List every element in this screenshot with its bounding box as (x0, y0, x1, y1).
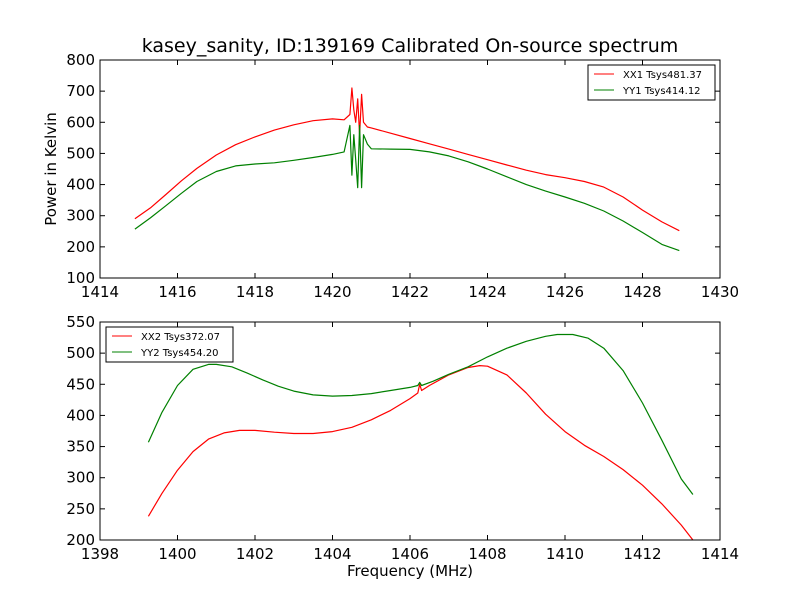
x-tick-label: 1428 (623, 283, 661, 301)
y-tick-label: 250 (66, 500, 95, 518)
top-panel-ylabel: Power in Kelvin (42, 112, 60, 226)
bottom-panel-xlabel: Frequency (MHz) (347, 562, 473, 580)
bottom-panel: 1398 1400 1402 1404 1406 1408 1410 1412 1414 200 2… (66, 313, 739, 580)
y-tick-label: 600 (66, 113, 95, 131)
top-panel-ticks: 1414 1416 1418 1420 1422 1424 1426 1428 1430 100 2… (66, 51, 739, 301)
top-panel: 1414 1416 1418 1420 1422 1424 1426 1428 1430 100 2… (42, 51, 739, 301)
bottom-legend-box (105, 326, 234, 363)
x-tick-label: 1406 (391, 545, 429, 563)
x-tick-label: 1408 (468, 545, 506, 563)
top-legend-label-xx1: XX1 Tsys481.37 (623, 70, 702, 81)
y-tick-label: 450 (66, 375, 95, 393)
x-tick-label: 1410 (546, 545, 584, 563)
y-tick-label: 200 (66, 238, 95, 256)
y-tick-label: 350 (66, 438, 95, 456)
series-line-yy1 (134, 124, 680, 252)
top-legend: XX1 Tsys481.37 YY1 Tsys414.12 (587, 64, 716, 101)
y-tick-label: 300 (66, 469, 95, 487)
top-legend-box (587, 64, 716, 101)
x-tick-label: 1420 (313, 283, 351, 301)
top-panel-frame (99, 59, 721, 279)
x-tick-label: 1412 (623, 545, 661, 563)
bottom-legend-label-xx2: XX2 Tsys372.07 (141, 332, 220, 343)
series-line-xx2 (147, 365, 694, 541)
x-tick-label: 1414 (701, 545, 739, 563)
x-tick-label: 1430 (701, 283, 739, 301)
bottom-legend-label-yy2: YY2 Tsys454.20 (140, 348, 219, 359)
y-tick-label: 500 (66, 144, 95, 162)
bottom-panel-frame (99, 321, 721, 541)
top-panel-lines (134, 87, 680, 252)
series-line-xx1 (134, 87, 680, 232)
y-tick-label: 100 (66, 269, 95, 287)
x-tick-label: 1404 (313, 545, 351, 563)
bottom-legend: XX2 Tsys372.07 YY2 Tsys454.20 (105, 326, 234, 363)
x-tick-label: 1414 (81, 283, 119, 301)
y-tick-label: 400 (66, 406, 95, 424)
y-tick-label: 300 (66, 207, 95, 225)
chart-title: kasey_sanity, ID:139169 Calibrated On-so… (142, 35, 679, 57)
x-tick-label: 1402 (236, 545, 274, 563)
x-tick-label: 1424 (468, 283, 506, 301)
bottom-panel-lines (147, 333, 694, 541)
x-tick-label: 1422 (391, 283, 429, 301)
top-legend-label-yy1: YY1 Tsys414.12 (622, 86, 701, 97)
x-tick-label: 1418 (236, 283, 274, 301)
x-tick-label: 1426 (546, 283, 584, 301)
series-line-yy2 (147, 333, 694, 495)
bottom-panel-ticks: 1398 1400 1402 1404 1406 1408 1410 1412 1414 200 2… (66, 313, 739, 563)
x-tick-label: 1416 (158, 283, 196, 301)
y-tick-label: 550 (66, 313, 95, 331)
y-tick-label: 800 (66, 51, 95, 69)
y-tick-label: 700 (66, 82, 95, 100)
y-tick-label: 200 (66, 531, 95, 549)
x-tick-label: 1400 (158, 545, 196, 563)
y-tick-label: 500 (66, 344, 95, 362)
x-tick-label: 1398 (81, 545, 119, 563)
y-tick-label: 400 (66, 176, 95, 194)
